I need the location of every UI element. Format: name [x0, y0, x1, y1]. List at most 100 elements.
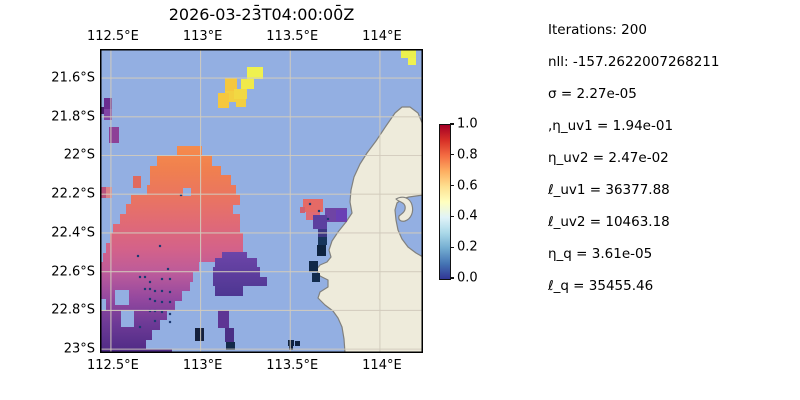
land-1: [395, 196, 414, 222]
stat-line-5: ℓ_uv1 = 36377.88: [548, 182, 670, 198]
obs-dot-4: [138, 275, 142, 279]
obs-dot-26: [326, 217, 330, 221]
heat-row-2-0: [150, 166, 212, 176]
heat-cell-1: [241, 79, 254, 89]
obs-dot-20: [160, 310, 164, 314]
heat-cell-16: [303, 199, 323, 212]
heat-cell-8: [408, 58, 416, 65]
map-plot-area: [100, 49, 423, 353]
heat-row-14-0: [100, 282, 190, 291]
heat-row-8-0: [113, 224, 240, 234]
purple-row-3-0: [213, 277, 257, 286]
heat-cell-29: [226, 342, 235, 350]
ocean-hole-2: [121, 310, 134, 327]
heat-cell-3: [225, 91, 237, 102]
heat-row-13-0: [100, 272, 193, 282]
stat-line-0: Iterations: 200: [548, 22, 647, 38]
stat-line-3: ,η_uv1 = 1.94e-01: [548, 118, 674, 134]
obs-dot-13: [168, 290, 172, 294]
heat-row-10-0: [106, 243, 243, 253]
y-tick-3: 22.2°S: [51, 186, 95, 202]
heat-cell-33: [289, 346, 293, 350]
heat-row-3-0: [150, 175, 231, 185]
colorbar-tick-0: [450, 123, 454, 125]
obs-dot-23: [168, 320, 172, 324]
stat-line-8: ℓ_q = 35455.46: [548, 278, 654, 294]
heat-row-6-0: [126, 204, 233, 214]
obs-dot-6: [148, 280, 152, 284]
colorbar-label-1: 0.8: [457, 147, 478, 163]
ocean-hole-3: [100, 299, 106, 311]
obs-dot-5: [143, 275, 147, 279]
ocean-hole-1: [115, 290, 129, 305]
obs-dot-9: [143, 287, 147, 291]
obs-dot-22: [153, 319, 157, 323]
obs-dot-19: [153, 309, 157, 313]
heat-cell-27: [218, 310, 229, 328]
stat-line-6: ℓ_uv2 = 10463.18: [548, 214, 670, 230]
purple-row-3-1: [257, 277, 267, 286]
x-tick-bottom-1: 113°E: [182, 358, 223, 373]
obs-dot-2: [179, 193, 183, 197]
y-tick-7: 23°S: [63, 341, 95, 357]
x-tick-top-1: 113°E: [182, 29, 223, 44]
plot-title: 2026-03-23̄T04:00:00̄Z: [168, 5, 355, 24]
colorbar-label-2: 0.6: [457, 178, 478, 194]
obs-dot-3: [166, 267, 170, 271]
y-tick-2: 22°S: [63, 147, 95, 163]
obs-dot-1: [136, 254, 140, 258]
heat-cell-32: [295, 341, 300, 346]
obs-dot-14: [148, 297, 152, 301]
heat-cell-6: [236, 99, 246, 107]
heat-row-19-0: [100, 330, 152, 340]
heat-row-1-0: [157, 156, 212, 166]
y-tick-0: 21.6°S: [51, 70, 95, 86]
heat-cell-31: [288, 340, 294, 346]
obs-dot-25: [317, 209, 321, 213]
heat-row-15-0: [100, 291, 182, 301]
heat-row-20-0: [100, 340, 146, 349]
obs-dot-15: [153, 299, 157, 303]
y-tick-1: 21.8°S: [51, 109, 95, 125]
heat-row-7-0: [120, 214, 240, 224]
stat-line-2: σ = 2.27e-05: [548, 86, 637, 102]
y-tick-5: 22.6°S: [51, 264, 95, 280]
purple-row-0-0: [222, 252, 247, 258]
x-tick-bottom-0: 112.5°E: [86, 358, 139, 373]
colorbar-label-4: 0.2: [457, 239, 478, 255]
heat-cell-21: [313, 215, 327, 229]
heat-row-21-0: [100, 349, 172, 353]
heat-cell-14: [100, 187, 106, 198]
heat-row-11-0: [103, 253, 226, 262]
heat-cell-7: [401, 49, 416, 58]
ocean-hole-0: [183, 188, 191, 196]
heat-row-0-0: [177, 146, 202, 156]
colorbar-tick-1: [450, 154, 454, 156]
heat-cell-5: [234, 89, 247, 99]
y-tick-6: 22.8°S: [51, 302, 95, 318]
stat-line-4: η_uv2 = 2.47e-02: [548, 150, 669, 166]
obs-dot-11: [153, 289, 157, 293]
heat-cell-20: [336, 210, 347, 221]
y-tick-4: 22.4°S: [51, 225, 95, 241]
obs-dot-24: [138, 325, 142, 329]
heat-cell-9: [104, 98, 112, 109]
colorbar-label-0: 1.0: [457, 116, 478, 132]
colorbar-tick-2: [450, 184, 454, 187]
x-tick-top-0: 112.5°E: [86, 29, 139, 44]
heat-cell-2: [225, 78, 237, 91]
obs-dot-8: [168, 277, 172, 281]
heat-cell-4: [218, 93, 229, 108]
heat-cell-28: [225, 328, 234, 342]
heat-cell-23: [318, 237, 327, 245]
purple-row-1-0: [215, 258, 257, 267]
obs-dot-0: [158, 244, 162, 248]
colorbar-tick-4: [450, 246, 454, 248]
x-tick-bottom-2: 113.5°E: [266, 358, 319, 373]
heat-row-16-0: [100, 301, 175, 311]
x-tick-top-2: 113.5°E: [266, 29, 319, 44]
colorbar-label-5: 0.0: [457, 270, 478, 286]
heat-cell-12: [109, 127, 119, 143]
obs-dot-12: [160, 289, 164, 293]
